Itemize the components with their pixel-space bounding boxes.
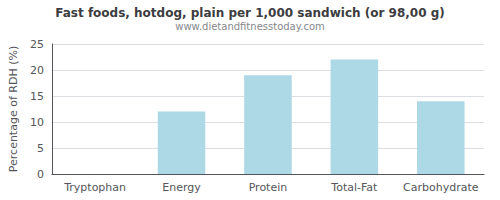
- svg-text:www.dietandfitnesstoday.com: www.dietandfitnesstoday.com: [175, 21, 324, 32]
- svg-text:0: 0: [37, 168, 44, 181]
- svg-text:Protein: Protein: [249, 181, 288, 194]
- svg-text:20: 20: [30, 64, 44, 77]
- svg-text:Energy: Energy: [162, 181, 201, 194]
- svg-text:Total-Fat: Total-Fat: [330, 181, 378, 194]
- svg-text:Fast foods, hotdog, plain per: Fast foods, hotdog, plain per 1,000 sand…: [55, 6, 445, 20]
- svg-text:Tryptophan: Tryptophan: [63, 181, 126, 194]
- svg-text:10: 10: [30, 116, 44, 129]
- svg-text:Percentage of RDH (%): Percentage of RDH (%): [7, 46, 20, 172]
- svg-text:5: 5: [37, 142, 44, 155]
- svg-text:Carbohydrate: Carbohydrate: [403, 181, 479, 194]
- svg-text:15: 15: [30, 90, 44, 103]
- svg-text:25: 25: [30, 38, 44, 51]
